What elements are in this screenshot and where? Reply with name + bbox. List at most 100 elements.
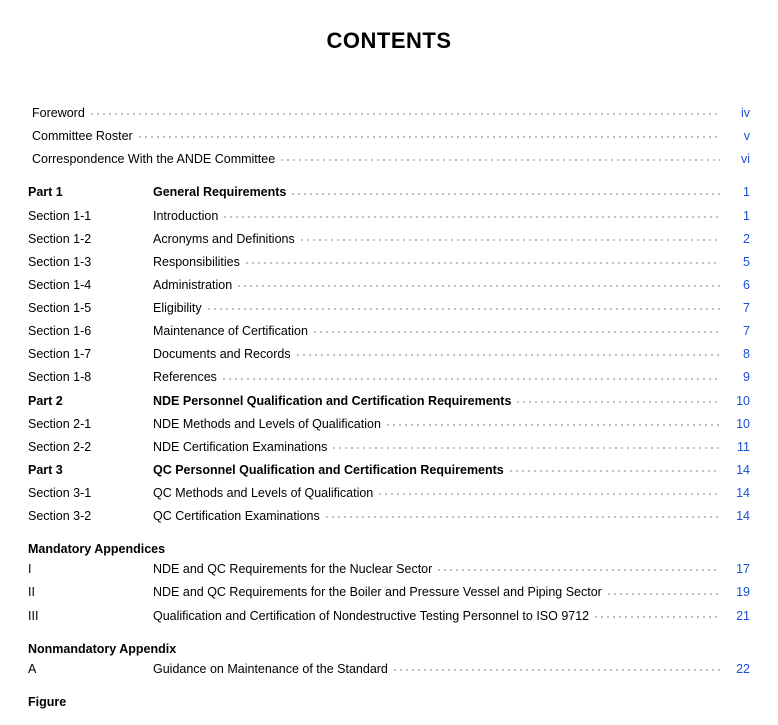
toc-page-link[interactable]: 19 xyxy=(724,581,750,604)
toc-entry-title[interactable]: Committee Roster xyxy=(32,125,133,148)
toc-page-link[interactable]: 6 xyxy=(724,274,750,297)
leader-dots xyxy=(606,588,720,596)
toc-page-link[interactable]: v xyxy=(724,125,750,148)
contents-page: CONTENTS ForewordivCommittee RostervCorr… xyxy=(0,0,778,709)
toc-entry-label: Section 1-3 xyxy=(28,251,153,274)
toc-entry-title[interactable]: NDE Methods and Levels of Qualification xyxy=(153,413,381,436)
toc-entry-title[interactable]: NDE and QC Requirements for the Boiler a… xyxy=(153,581,602,604)
leader-dots xyxy=(137,132,720,140)
toc-page-link[interactable]: vi xyxy=(724,148,750,171)
toc-page-link[interactable]: 10 xyxy=(724,390,750,413)
toc-row: Section 1-7Documents and Records 8 xyxy=(28,343,750,366)
toc-page-link[interactable]: 1 xyxy=(724,205,750,228)
leader-dots xyxy=(377,489,720,497)
toc-page-link[interactable]: 14 xyxy=(724,459,750,482)
toc-page-link[interactable]: 14 xyxy=(724,482,750,505)
leader-dots xyxy=(206,304,720,312)
front-matter-list: ForewordivCommittee RostervCorrespondenc… xyxy=(28,102,750,171)
toc-row: INDE and QC Requirements for the Nuclear… xyxy=(28,558,750,581)
toc-page-link[interactable]: 9 xyxy=(724,366,750,389)
toc-entry-title[interactable]: Introduction xyxy=(153,205,218,228)
toc-entry-label: Section 1-1 xyxy=(28,205,153,228)
toc-entry-title[interactable]: Acronyms and Definitions xyxy=(153,228,295,251)
toc-entry-title[interactable]: Guidance on Maintenance of the Standard xyxy=(153,658,388,681)
toc-entry-title[interactable]: Documents and Records xyxy=(153,343,291,366)
toc-entry-title[interactable]: QC Methods and Levels of Qualification xyxy=(153,482,373,505)
leader-dots xyxy=(436,565,720,573)
nonmandatory-appendix-list: AGuidance on Maintenance of the Standard… xyxy=(28,658,750,681)
leader-dots xyxy=(221,373,720,381)
toc-page-link[interactable]: 10 xyxy=(724,413,750,436)
toc-entry-title[interactable]: NDE Certification Examinations xyxy=(153,436,327,459)
toc-page-link[interactable]: 1 xyxy=(724,181,750,204)
toc-row: Part 2NDE Personnel Qualification and Ce… xyxy=(28,390,750,413)
toc-entry-title[interactable]: General Requirements xyxy=(153,181,286,204)
toc-entry-label: Section 1-8 xyxy=(28,366,153,389)
toc-page-link[interactable]: 2 xyxy=(724,228,750,251)
toc-row: IINDE and QC Requirements for the Boiler… xyxy=(28,581,750,604)
toc-row: Section 3-1QC Methods and Levels of Qual… xyxy=(28,482,750,505)
toc-page-link[interactable]: 5 xyxy=(724,251,750,274)
mandatory-appendices-list: INDE and QC Requirements for the Nuclear… xyxy=(28,558,750,627)
toc-page-link[interactable]: 17 xyxy=(724,558,750,581)
toc-page-link[interactable]: 11 xyxy=(724,436,750,459)
toc-entry-label: I xyxy=(28,558,153,581)
leader-dots xyxy=(515,397,720,405)
toc-entry-title[interactable]: NDE Personnel Qualification and Certific… xyxy=(153,390,511,413)
toc-row: Section 1-1Introduction 1 xyxy=(28,205,750,228)
leader-dots xyxy=(89,109,720,117)
toc-entry-label: Section 2-1 xyxy=(28,413,153,436)
toc-entry-label: Section 1-7 xyxy=(28,343,153,366)
toc-page-link[interactable]: iv xyxy=(724,102,750,125)
toc-entry-title[interactable]: NDE and QC Requirements for the Nuclear … xyxy=(153,558,432,581)
toc-page-link[interactable]: 22 xyxy=(724,658,750,681)
toc-page-link[interactable]: 7 xyxy=(724,320,750,343)
toc-entry-title[interactable]: Foreword xyxy=(32,102,85,125)
nonmandatory-appendix-heading: Nonmandatory Appendix xyxy=(28,642,750,656)
toc-entry-title[interactable]: QC Certification Examinations xyxy=(153,505,320,528)
toc-page-link[interactable]: 21 xyxy=(724,605,750,628)
toc-row: Section 1-6Maintenance of Certification 7 xyxy=(28,320,750,343)
leader-dots xyxy=(312,327,720,335)
toc-entry-label: Section 1-2 xyxy=(28,228,153,251)
spacer xyxy=(28,171,750,181)
toc-row: Section 1-8References 9 xyxy=(28,366,750,389)
leader-dots xyxy=(290,188,720,196)
toc-entry-label: Section 1-6 xyxy=(28,320,153,343)
toc-row: Section 1-5Eligibility 7 xyxy=(28,297,750,320)
toc-entry-title[interactable]: Eligibility xyxy=(153,297,202,320)
leader-dots xyxy=(279,155,720,163)
toc-row: Section 1-4Administration6 xyxy=(28,274,750,297)
main-toc-list: Part 1General Requirements1Section 1-1In… xyxy=(28,181,750,528)
toc-row: Foreword iv xyxy=(28,102,750,125)
toc-entry-title[interactable]: Responsibilities xyxy=(153,251,240,274)
toc-entry-title[interactable]: Maintenance of Certification xyxy=(153,320,308,343)
toc-row: Section 1-2Acronyms and Definitions 2 xyxy=(28,228,750,251)
leader-dots xyxy=(222,212,720,220)
toc-entry-title[interactable]: Correspondence With the ANDE Committee xyxy=(32,148,275,171)
toc-entry-title[interactable]: Administration xyxy=(153,274,232,297)
toc-entry-label: A xyxy=(28,658,153,681)
toc-entry-label: III xyxy=(28,605,153,628)
toc-row: Section 2-2NDE Certification Examination… xyxy=(28,436,750,459)
figure-heading: Figure xyxy=(28,695,750,709)
page-title: CONTENTS xyxy=(28,28,750,54)
toc-page-link[interactable]: 7 xyxy=(724,297,750,320)
toc-entry-title[interactable]: Qualification and Certification of Nonde… xyxy=(153,605,589,628)
toc-entry-label: Part 2 xyxy=(28,390,153,413)
toc-entry-title[interactable]: References xyxy=(153,366,217,389)
toc-entry-label: Part 1 xyxy=(28,181,153,204)
toc-row: Section 1-3Responsibilities 5 xyxy=(28,251,750,274)
toc-row: Correspondence With the ANDE Committee vi xyxy=(28,148,750,171)
toc-row: Part 3QC Personnel Qualification and Cer… xyxy=(28,459,750,482)
toc-entry-label: Section 1-5 xyxy=(28,297,153,320)
leader-dots xyxy=(593,612,720,620)
leader-dots xyxy=(508,466,720,474)
toc-page-link[interactable]: 14 xyxy=(724,505,750,528)
toc-entry-title[interactable]: QC Personnel Qualification and Certifica… xyxy=(153,459,504,482)
leader-dots xyxy=(331,443,720,451)
toc-row: Section 2-1NDE Methods and Levels of Qua… xyxy=(28,413,750,436)
leader-dots xyxy=(299,235,720,243)
toc-page-link[interactable]: 8 xyxy=(724,343,750,366)
leader-dots xyxy=(295,350,720,358)
